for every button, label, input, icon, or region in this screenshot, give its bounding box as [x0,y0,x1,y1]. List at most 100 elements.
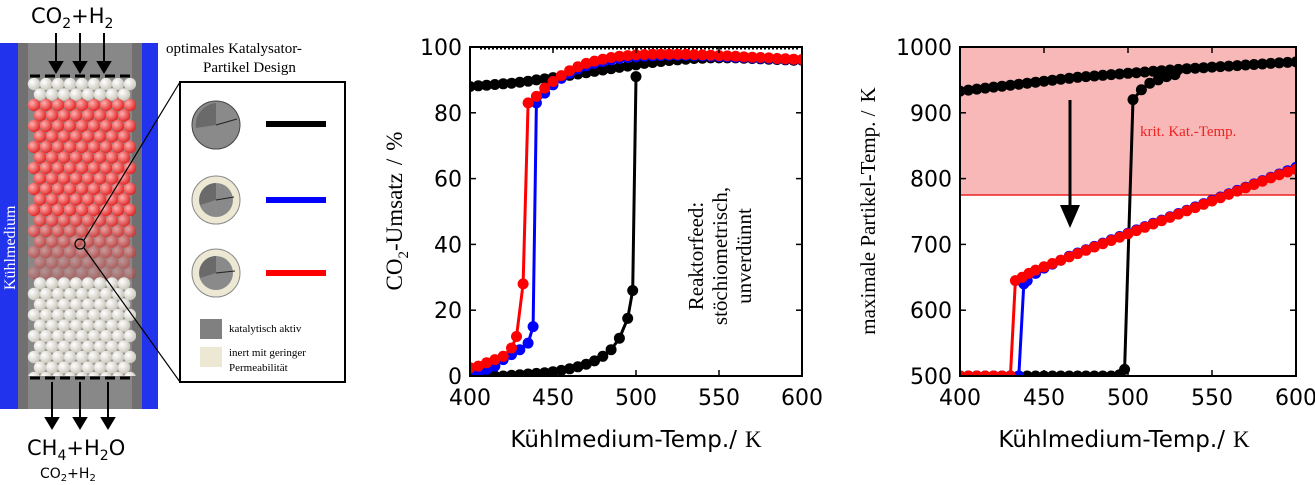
hot-catalyst-particle [45,214,59,227]
hot-catalyst-particle [123,119,136,133]
data-point [1080,244,1092,256]
data-point [1021,370,1033,376]
hot-catalyst-particle [63,140,77,154]
data-point [1097,370,1109,376]
catalyst-particle [39,308,53,322]
hot-catalyst-particle [33,151,47,164]
catalyst-particle [99,287,113,301]
catalyst-particle [39,350,53,364]
hot-catalyst-particle [69,214,83,227]
data-point [996,370,1008,376]
data-point [746,51,758,63]
catalyst-particle [100,371,112,376]
data-point [1152,74,1164,86]
catalyst-particle [27,287,41,301]
hot-catalyst-particle [87,266,101,280]
data-point [1088,241,1100,253]
catalyst-particle [39,287,53,301]
data-point [1055,73,1067,85]
inlet-arrows [48,33,112,74]
data-point [1198,198,1210,210]
catalyst-particle [93,340,107,353]
data-point [680,48,692,60]
catalyst-particle [33,340,47,353]
zoom-line-top [83,81,181,241]
hot-catalyst-particle [69,151,83,164]
y-tick-label: 80 [434,102,462,127]
conversion-chart-ylabel: CO2-Umsatz/% [382,132,412,291]
hot-catalyst-particle [75,119,89,133]
catalyst-particle [75,350,89,364]
hot-catalyst-particle [33,109,47,122]
catalyst-particle [75,287,89,301]
hot-catalyst-particle [75,98,89,112]
catalyst-particle [105,361,119,374]
data-point [1231,60,1243,72]
hot-catalyst-particle [75,203,89,217]
hot-catalyst-particle [27,245,41,259]
hot-catalyst-particle [93,214,107,227]
data-point [605,63,617,75]
data-point [1072,248,1084,260]
data-point [647,48,659,60]
hot-catalyst-particle [69,172,83,185]
data-point [1256,175,1268,187]
catalyst-particle [93,88,107,101]
catalyst-particle [63,287,77,301]
data-point [1135,84,1147,96]
hot-catalyst-particle [105,193,119,206]
data-point [1206,195,1218,207]
catalyst-particle [111,78,125,91]
x-tick-label: 400 [939,386,981,411]
catalyst-particle [45,319,59,332]
data-point [1156,215,1168,227]
catalyst-particle [45,298,59,311]
x-tick-label: 500 [1107,386,1149,411]
catalyst-particle [124,371,136,376]
hot-catalyst-particle [39,161,53,175]
hot-catalyst-particle [51,98,65,112]
hot-catalyst-particle [45,172,59,185]
legend-title-line1: optimales Katalysator- [166,41,302,57]
annotation-line-2: stöchiometrisch, [708,187,732,325]
data-point [511,331,522,342]
catalyst-particle [51,350,65,364]
y-tick-label: 500 [910,365,952,390]
data-point [530,367,542,376]
data-point [763,52,775,64]
data-point [555,70,567,82]
conversion-chart-annotation: Reaktorfeed: stöchiometrisch, unverdünnt [684,187,756,325]
hot-catalyst-particle [51,119,65,133]
data-point [1038,75,1050,87]
data-point [497,370,509,376]
hot-catalyst-particle [27,203,41,217]
data-point [522,97,534,109]
catalyst-particle [64,371,76,376]
data-point [613,61,625,73]
catalyst-particle [57,277,71,290]
data-point [988,81,1000,93]
data-point [514,369,526,376]
hot-catalyst-particle [75,224,89,238]
temperature-chart-ylabel: maximale Partikel-Temp. /K [856,87,880,334]
product-outlet-label: CH4+H2O [27,436,125,464]
catalyst-particle [88,371,100,376]
temperature-chart: 400 450 500 550 600 500 600 700 800 900 1000 krit.… [856,36,1315,453]
data-point [688,49,700,61]
data-point [730,50,742,62]
data-point [1013,78,1025,90]
data-point [1248,59,1260,70]
catalyst-particle [63,308,77,322]
conversion-chart: 400 450 500 550 600 0 20 40 60 80 100 Kühlmedium-T… [382,36,823,453]
data-point [1105,69,1117,81]
catalyst-particle [33,88,47,101]
data-point [979,82,991,94]
hot-catalyst-particle [117,214,131,227]
x-tick-label: 450 [532,386,574,411]
data-point [489,370,501,376]
catalyst-particle [27,308,41,322]
residual-feed-label: CO2+H2 [40,466,96,484]
y-tick-label: 1000 [896,36,952,61]
catalyst-particle [81,319,95,332]
hot-catalyst-particle [39,203,53,217]
